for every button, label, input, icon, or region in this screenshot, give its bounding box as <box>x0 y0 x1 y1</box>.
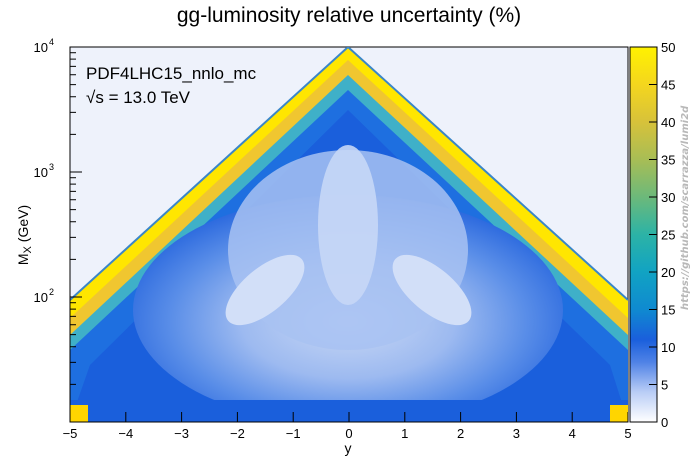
colorbar-tick-label: 5 <box>661 378 668 393</box>
colorbar-tick-label: 20 <box>661 265 675 280</box>
colorbar-tick-label: 45 <box>661 78 675 93</box>
heatmap <box>70 47 628 422</box>
x-tick-label: −1 <box>286 426 301 441</box>
colorbar-tick-label: 10 <box>661 340 675 355</box>
colorbar-tick-label: 40 <box>661 115 675 130</box>
y-tick-exponent: 4 <box>49 37 54 47</box>
y-tick-label: 10 <box>34 290 48 305</box>
heatmap-center-lobe <box>318 145 378 305</box>
y-axis-label: MX (GeV) <box>15 205 34 265</box>
colorbar-ticks: 0 5 10 15 20 25 30 35 40 45 50 <box>649 40 675 430</box>
colorbar-tick-label: 30 <box>661 190 675 205</box>
sqrt-symbol: √ <box>86 88 96 107</box>
colorbar-tick-label: 50 <box>661 40 675 55</box>
x-tick-label: 3 <box>513 426 520 441</box>
colorbar-tick-label: 0 <box>661 415 668 430</box>
x-tick-label: 2 <box>457 426 464 441</box>
x-tick-label: −2 <box>230 426 245 441</box>
heatmap-edge <box>70 47 628 301</box>
y-tick-label: 10 <box>34 40 48 55</box>
pdf-set-label: PDF4LHC15_nnlo_mc <box>86 64 257 83</box>
x-axis-label: y <box>345 440 352 456</box>
colorbar-tick-label: 15 <box>661 303 675 318</box>
annotation-box: PDF4LHC15_nnlo_mc √s = 13.0 TeV <box>86 62 256 110</box>
sqrt-s-label: √s = 13.0 TeV <box>86 88 191 107</box>
x-tick-label: 0 <box>345 426 352 441</box>
x-ticks: −5 −4 −3 −2 −1 0 1 2 3 4 5 <box>63 412 632 441</box>
y-tick-exponent: 2 <box>49 287 54 297</box>
heatmap-bottom-strip <box>70 400 628 422</box>
heatmap-corner-right <box>610 405 628 422</box>
x-tick-label: 1 <box>401 426 408 441</box>
colorbar-tick-label: 35 <box>661 153 675 168</box>
x-tick-label: −3 <box>174 426 189 441</box>
heatmap-corner-left <box>70 405 88 422</box>
y-tick-exponent: 3 <box>49 162 54 172</box>
x-tick-label: −4 <box>118 426 133 441</box>
colorbar-tick-label: 25 <box>661 228 675 243</box>
chart-title: gg-luminosity relative uncertainty (%) <box>176 4 522 27</box>
x-tick-label: −5 <box>63 426 78 441</box>
heatmap-left-lobe <box>225 254 305 326</box>
heatmap-right-lobe <box>392 254 472 326</box>
x-tick-label: 5 <box>624 426 631 441</box>
x-tick-label: 4 <box>569 426 576 441</box>
y-tick-label: 10 <box>34 165 48 180</box>
watermark: https://github.com/scarrazza/lumi2d <box>680 105 691 310</box>
